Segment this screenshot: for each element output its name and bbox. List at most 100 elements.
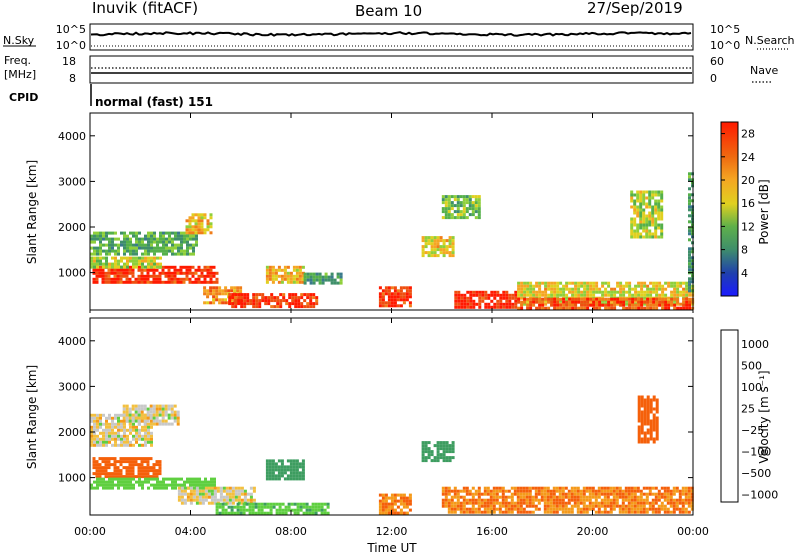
velocity-cell: [132, 437, 135, 441]
velocity-cell: [180, 495, 184, 499]
power-cell: [152, 274, 156, 278]
power-cell: [378, 292, 382, 296]
velocity-cell: [522, 507, 526, 511]
velocity-cell: [637, 395, 641, 399]
power-cell: [670, 303, 674, 307]
velocity-cell: [387, 508, 391, 512]
velocity-cell: [646, 413, 650, 417]
velocity-cell: [150, 434, 153, 438]
velocity-cell: [468, 510, 472, 514]
power-cell: [162, 252, 165, 256]
velocity-cell: [156, 477, 159, 481]
power-cell: [676, 306, 680, 310]
velocity-cell: [576, 501, 580, 505]
velocity-cell: [266, 511, 270, 515]
power-cell: [688, 247, 691, 251]
power-cell: [141, 240, 144, 244]
velocity-cell: [537, 492, 541, 496]
velocity-cell: [233, 511, 237, 515]
power-cell: [384, 301, 388, 305]
power-cell: [209, 280, 213, 284]
power-cell: [550, 303, 554, 307]
y-tick-label: 3000: [58, 380, 86, 393]
power-cell: [574, 281, 578, 285]
velocity-cell: [135, 434, 138, 438]
velocity-cell: [600, 498, 604, 502]
velocity-cell: [90, 486, 93, 490]
power-cell: [520, 300, 524, 304]
power-cell: [613, 300, 617, 304]
power-cell: [639, 202, 643, 206]
power-cell: [664, 306, 668, 310]
velocity-cell: [540, 486, 544, 490]
velocity-cell: [513, 492, 517, 496]
velocity-cell: [95, 475, 99, 479]
velocity-cell: [427, 441, 431, 445]
velocity-cell: [225, 492, 229, 496]
velocity-cell: [546, 489, 550, 493]
velocity-cell: [289, 468, 293, 472]
power-cell: [685, 306, 689, 310]
power-cell: [595, 303, 599, 307]
velocity-cell: [591, 489, 595, 493]
velocity-cell: [274, 468, 278, 472]
power-colorbar-tick-label: 4: [741, 267, 748, 280]
power-cell: [252, 299, 256, 303]
power-cell: [117, 246, 120, 250]
freq-left-tick-bottom: 8: [69, 72, 76, 85]
power-cell: [215, 271, 219, 275]
velocity-cell: [90, 440, 93, 444]
power-cell: [439, 248, 443, 252]
velocity-cell: [117, 431, 120, 435]
power-cell: [303, 293, 307, 297]
power-cell: [514, 305, 518, 309]
power-cell: [463, 296, 467, 300]
velocity-cell: [125, 407, 129, 411]
velocity-cell: [96, 480, 99, 484]
power-cell: [651, 214, 655, 218]
power-cell: [301, 265, 305, 269]
velocity-cell: [534, 495, 538, 499]
velocity-cell: [140, 472, 144, 476]
power-cell: [622, 287, 626, 291]
power-cell: [298, 271, 302, 275]
power-cell: [660, 211, 664, 215]
velocity-cell: [129, 431, 132, 435]
power-cell: [474, 195, 478, 199]
power-cell: [197, 277, 201, 281]
power-cell: [194, 228, 198, 232]
power-cell: [502, 302, 506, 306]
power-cell: [589, 293, 593, 297]
velocity-cell: [609, 504, 613, 508]
velocity-cell: [104, 460, 108, 464]
velocity-cell: [465, 489, 469, 493]
velocity-cell: [393, 511, 397, 515]
velocity-cell: [180, 489, 184, 493]
power-cell: [568, 306, 572, 310]
power-cell: [212, 298, 216, 302]
power-cell: [660, 229, 664, 233]
velocity-cell: [128, 419, 132, 423]
power-cell: [450, 213, 454, 217]
velocity-cell: [450, 495, 454, 499]
velocity-cell: [248, 505, 252, 509]
power-cell: [114, 256, 117, 260]
velocity-cell: [543, 507, 547, 511]
power-cell: [159, 262, 162, 266]
velocity-cell: [114, 443, 117, 447]
velocity-cell: [111, 422, 114, 426]
velocity-cell: [645, 501, 649, 505]
power-cell: [589, 287, 593, 291]
velocity-cell: [128, 466, 132, 470]
velocity-cell: [501, 498, 505, 502]
power-cell: [637, 284, 641, 288]
velocity-cell: [690, 501, 694, 505]
velocity-cell: [606, 498, 610, 502]
power-cell: [191, 280, 195, 284]
power-cell: [209, 292, 213, 296]
power-cell: [447, 213, 451, 217]
power-cell: [102, 237, 105, 241]
power-cell: [131, 274, 135, 278]
power-cell: [456, 204, 460, 208]
power-cell: [660, 232, 664, 236]
